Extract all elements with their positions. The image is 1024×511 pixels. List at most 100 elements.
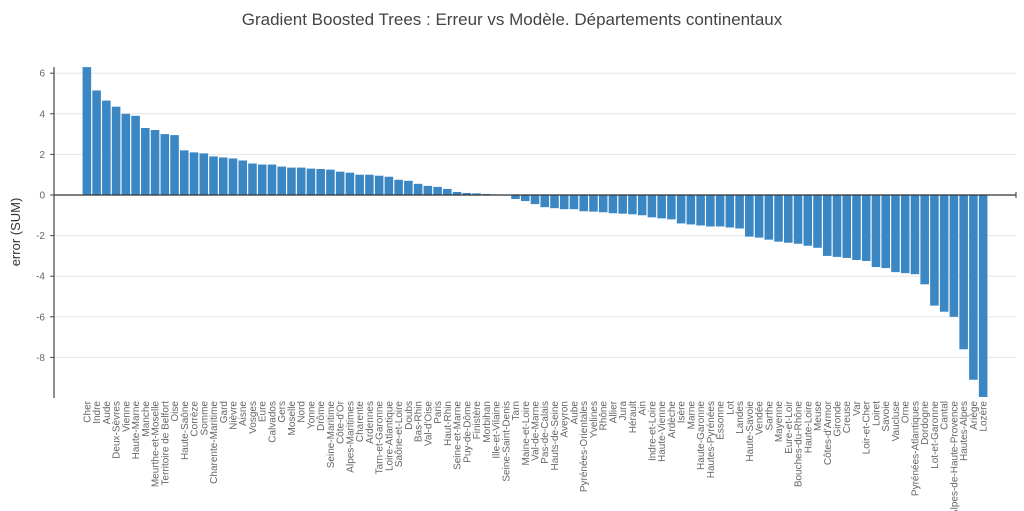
x-tick-label: Val-de-Marne <box>531 401 542 461</box>
x-tick-label: Loiret <box>871 401 882 426</box>
bar <box>657 195 666 219</box>
x-tick-label: Creuse <box>842 401 853 434</box>
bar <box>257 164 267 195</box>
bar <box>277 166 286 195</box>
bar <box>647 195 657 218</box>
bar <box>238 160 248 195</box>
bar <box>667 195 676 220</box>
x-tick-label: Yonne <box>306 401 317 429</box>
x-tick-label: Eure <box>258 401 269 423</box>
bar <box>228 158 238 195</box>
x-tick-label: Nièvre <box>229 401 240 430</box>
bar <box>189 152 199 195</box>
bar <box>131 115 140 195</box>
bar <box>881 195 890 269</box>
bar <box>209 156 218 195</box>
x-tick-label: Dordogne <box>920 401 931 445</box>
bar <box>676 195 686 224</box>
x-category-labels: CherIndreAudeDeux-SèvresVienneHaute-Marn… <box>82 400 989 511</box>
bar <box>686 195 696 225</box>
bar <box>92 90 101 195</box>
x-tick-label: Tarn <box>511 401 522 420</box>
bar <box>589 195 598 212</box>
x-tick-label: Nord <box>297 401 308 423</box>
x-tick-label: Côte-d'Or <box>336 400 347 444</box>
bar <box>296 167 306 195</box>
x-tick-label: Côtes-d'Armor <box>823 400 834 465</box>
x-tick-label: Rhône <box>599 401 610 431</box>
x-tick-label: Hauts-de-Seine <box>550 401 561 471</box>
y-tick-labels: 6 4 2 0 -2 -4 -6 -8 <box>36 69 45 364</box>
x-tick-label: Corrèze <box>190 401 201 437</box>
bar <box>530 195 540 205</box>
bar <box>842 195 852 258</box>
bar <box>160 134 170 195</box>
bars <box>82 67 988 397</box>
x-tick-label: Indre-et-Loire <box>647 401 658 461</box>
bar <box>326 169 335 195</box>
x-tick-label: Alpes-de-Haute-Provence <box>949 401 960 511</box>
bar <box>706 195 715 227</box>
x-tick-label: Pas-de-Calais <box>540 401 551 464</box>
bar <box>121 113 131 195</box>
x-tick-label: Lozère <box>979 401 990 432</box>
bar <box>569 195 579 210</box>
x-tick-label: Var <box>852 400 863 415</box>
x-tick-label: Aisne <box>238 401 249 426</box>
bar <box>930 195 939 306</box>
bar <box>754 195 764 238</box>
bar <box>696 195 705 226</box>
x-tick-label: Haute-Saône <box>180 401 191 460</box>
bar <box>82 67 92 195</box>
x-tick-label: Landes <box>735 401 746 434</box>
x-tick-label: Calvados <box>267 401 278 443</box>
bar <box>306 168 316 195</box>
bar <box>150 130 160 195</box>
bar <box>462 192 472 195</box>
y-tick-label: -2 <box>36 231 45 242</box>
bar <box>813 195 822 248</box>
bar <box>978 195 988 397</box>
x-tick-label: Aube <box>569 401 580 425</box>
bar <box>900 195 910 274</box>
bar <box>735 195 744 229</box>
x-tick-label: Eure-et-Loir <box>784 400 795 453</box>
bar <box>199 153 209 195</box>
bar <box>550 195 559 209</box>
axes <box>50 67 1017 398</box>
x-tick-label: Seine-et-Marne <box>453 401 464 470</box>
x-tick-label: Charente <box>355 401 366 443</box>
x-tick-label: Haute-Savoie <box>745 401 756 462</box>
bar <box>345 172 355 195</box>
bar <box>715 195 725 227</box>
bar <box>803 195 813 246</box>
x-tick-label: Territoire de Belfort <box>160 401 171 486</box>
x-tick-label: Maine-et-Loire <box>521 401 532 466</box>
x-tick-label: Saône-et-Loire <box>394 401 405 468</box>
x-tick-label: Puy-de-Dôme <box>462 401 473 463</box>
x-tick-label: Allier <box>608 400 619 423</box>
bar <box>559 195 569 210</box>
bar <box>102 100 111 195</box>
x-tick-label: Savoie <box>881 401 892 432</box>
x-tick-label: Somme <box>199 401 210 436</box>
x-tick-label: Jura <box>618 401 629 421</box>
x-tick-label: Pyrénées-Atlantiques <box>910 401 921 496</box>
x-tick-label: Marne <box>686 401 697 430</box>
bar <box>959 195 968 350</box>
x-tick-label: Seine-Saint-Denis <box>501 401 512 482</box>
bar <box>267 164 277 195</box>
x-tick-label: Aude <box>102 401 113 425</box>
bar <box>745 195 754 237</box>
bar <box>433 186 442 195</box>
bar <box>365 174 374 195</box>
x-tick-label: Seine-Maritime <box>326 401 337 469</box>
x-tick-label: Vosges <box>248 401 259 434</box>
y-tick-label: 6 <box>39 69 45 80</box>
x-tick-label: Doubs <box>404 401 415 430</box>
y-tick-label: -6 <box>36 312 45 323</box>
bar <box>287 167 296 195</box>
x-tick-label: Moselle <box>287 401 298 436</box>
x-tick-label: Indre <box>92 401 103 424</box>
bar <box>910 195 920 275</box>
